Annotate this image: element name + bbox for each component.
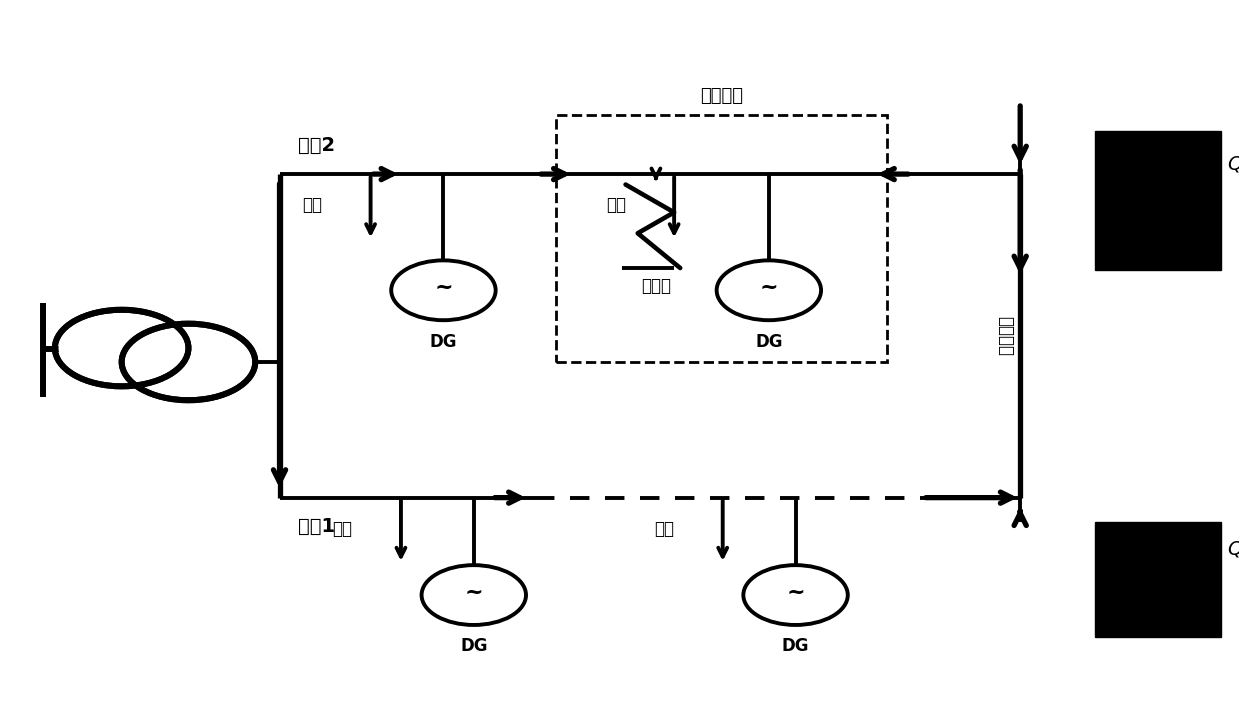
Text: ~: ~ bbox=[465, 582, 483, 604]
Text: $Q_{VSC2}$: $Q_{VSC2}$ bbox=[1227, 155, 1239, 176]
Text: ~: ~ bbox=[787, 582, 805, 604]
Text: ~: ~ bbox=[434, 277, 452, 299]
Text: 馈线1: 馈线1 bbox=[297, 517, 335, 536]
Bar bbox=[1095, 522, 1220, 637]
Text: ~: ~ bbox=[760, 277, 778, 299]
Text: 负荷: 负荷 bbox=[332, 520, 353, 538]
Circle shape bbox=[58, 312, 185, 384]
Text: DG: DG bbox=[782, 638, 809, 655]
Bar bbox=[1095, 131, 1220, 270]
Text: DG: DG bbox=[430, 333, 457, 351]
Circle shape bbox=[743, 565, 847, 625]
Circle shape bbox=[392, 261, 496, 320]
Text: $Q_{VSC1}$: $Q_{VSC1}$ bbox=[1227, 540, 1239, 562]
Text: 故障隔离: 故障隔离 bbox=[700, 87, 743, 104]
Text: 负荷开关: 负荷开关 bbox=[996, 316, 1015, 356]
Text: 馈线2: 馈线2 bbox=[297, 136, 335, 155]
Bar bbox=[556, 115, 887, 362]
Text: DG: DG bbox=[460, 638, 487, 655]
Circle shape bbox=[421, 565, 527, 625]
Text: 负荷: 负荷 bbox=[302, 197, 322, 214]
Text: DG: DG bbox=[755, 333, 783, 351]
Circle shape bbox=[125, 326, 252, 398]
Text: 负荷: 负荷 bbox=[654, 520, 674, 538]
Circle shape bbox=[716, 261, 821, 320]
Text: 负荷: 负荷 bbox=[606, 197, 626, 214]
Text: 故障点: 故障点 bbox=[641, 277, 672, 295]
